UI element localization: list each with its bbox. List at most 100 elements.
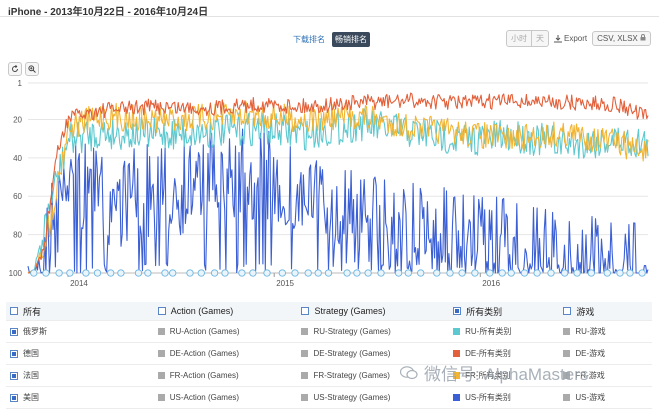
- event-marker: [93, 269, 102, 277]
- event-marker: [42, 269, 50, 277]
- event-marker: [561, 269, 569, 277]
- legend-series-item[interactable]: RU-Strategy (Games): [297, 327, 449, 336]
- format-select[interactable]: CSV, XLSX: [592, 31, 651, 46]
- x-tick-label: 2015: [276, 279, 294, 288]
- legend-series-item[interactable]: US-所有类别: [449, 392, 559, 403]
- legend-country[interactable]: 俄罗斯: [6, 326, 154, 337]
- series-line: [28, 108, 649, 274]
- event-markers: [30, 269, 646, 277]
- legend-series-label: FR-所有类别: [465, 371, 511, 380]
- legend-col-strategy[interactable]: Strategy (Games): [297, 306, 449, 316]
- y-tick-label: 100: [9, 269, 23, 278]
- legend-series-item[interactable]: DE-游戏: [559, 348, 652, 359]
- reset-icon: [12, 65, 18, 72]
- legend-swatch: [453, 328, 461, 335]
- legend-series-item[interactable]: DE-所有类别: [449, 348, 559, 359]
- series-legend: 所有 Action (Games) Strategy (Games) 所有类别 …: [6, 302, 652, 409]
- event-marker: [107, 269, 115, 277]
- legend-swatch: [563, 328, 571, 335]
- legend-swatch: [563, 350, 571, 357]
- legend-series-item[interactable]: RU-所有类别: [449, 326, 559, 337]
- event-marker: [221, 269, 229, 277]
- event-marker: [324, 269, 333, 277]
- legend-swatch: [301, 394, 309, 401]
- event-marker: [197, 269, 205, 277]
- legend-series-item[interactable]: US-Action (Games): [154, 393, 298, 402]
- legend-series-item[interactable]: RU-Action (Games): [154, 327, 298, 336]
- export-button[interactable]: Export: [554, 34, 587, 43]
- series-line: [27, 101, 649, 274]
- legend-series-item[interactable]: FR-游戏: [559, 370, 652, 381]
- legend-country-label: 德国: [23, 349, 39, 358]
- download-icon: [554, 34, 563, 42]
- legend-swatch: [563, 394, 571, 401]
- legend-swatch: [301, 328, 309, 335]
- event-marker: [507, 269, 515, 277]
- legend-series-item[interactable]: US-Strategy (Games): [297, 393, 449, 402]
- reset-zoom-button[interactable]: [8, 62, 22, 76]
- legend-col-games[interactable]: 游戏: [559, 305, 652, 318]
- legend-series-item[interactable]: RU-游戏: [559, 326, 652, 337]
- legend-col-all-categories[interactable]: 所有类别: [449, 305, 559, 318]
- event-marker: [55, 269, 63, 277]
- legend-series-item[interactable]: US-游戏: [559, 392, 652, 403]
- event-marker: [144, 269, 152, 277]
- legend-series-item[interactable]: FR-Strategy (Games): [297, 371, 449, 380]
- event-marker: [458, 269, 466, 277]
- event-marker: [417, 269, 425, 277]
- legend-country[interactable]: 美国: [6, 392, 154, 403]
- event-marker: [66, 269, 74, 277]
- legend-swatch: [157, 328, 165, 335]
- export-label: Export: [564, 34, 588, 43]
- legend-series-item[interactable]: DE-Strategy (Games): [297, 349, 449, 358]
- legend-country-label: 美国: [23, 393, 39, 402]
- granularity-hour-button[interactable]: 小时: [506, 30, 533, 47]
- event-marker: [263, 269, 271, 277]
- wechat-icon: [400, 365, 418, 379]
- legend-col-label: 所有: [23, 306, 42, 317]
- legend-series-item[interactable]: FR-Action (Games): [154, 371, 298, 380]
- x-tick-label: 2014: [70, 279, 88, 288]
- y-axis-labels: 1 20 40 60 80 100: [9, 79, 23, 278]
- tab-download-rank[interactable]: 下载排名: [293, 35, 325, 44]
- rank-chart[interactable]: 1 20 40 60 80 100 2014 2015 2016: [0, 75, 659, 300]
- legend-col-action[interactable]: Action (Games): [154, 306, 298, 316]
- tab-grossing-rank[interactable]: 畅销排名: [332, 32, 370, 47]
- event-marker: [238, 269, 246, 277]
- event-marker: [210, 269, 219, 277]
- event-marker: [446, 269, 454, 277]
- checkbox-icon: [301, 307, 310, 315]
- event-marker: [404, 269, 412, 277]
- chart-series: [27, 92, 649, 274]
- checkbox-checked-icon: [10, 393, 18, 402]
- legend-series-label: US-游戏: [575, 393, 606, 402]
- checkbox-icon: [10, 307, 18, 315]
- event-marker: [314, 269, 322, 277]
- event-marker: [278, 269, 286, 277]
- zoom-button[interactable]: [25, 62, 39, 76]
- legend-country[interactable]: 法国: [6, 370, 154, 381]
- granularity-day-button[interactable]: 天: [532, 30, 550, 47]
- legend-series-label: FR-游戏: [575, 371, 605, 380]
- legend-series-label: FR-Action (Games): [169, 371, 239, 380]
- event-marker: [186, 269, 194, 277]
- event-marker: [353, 269, 361, 277]
- event-marker: [394, 269, 403, 277]
- event-marker: [364, 269, 372, 277]
- legend-header-row: 所有 Action (Games) Strategy (Games) 所有类别 …: [6, 302, 652, 321]
- event-marker: [638, 269, 646, 277]
- lock-icon: [640, 34, 646, 41]
- legend-series-label: RU-所有类别: [465, 327, 512, 336]
- legend-series-label: US-Strategy (Games): [313, 393, 391, 402]
- zoom-icon: [28, 65, 36, 73]
- legend-series-item[interactable]: FR-所有类别: [449, 370, 559, 381]
- y-tick-label: 60: [13, 192, 22, 201]
- checkbox-icon: [563, 307, 572, 315]
- legend-country[interactable]: 德国: [6, 348, 154, 359]
- legend-series-item[interactable]: DE-Action (Games): [154, 349, 298, 358]
- legend-swatch: [453, 394, 461, 401]
- chart-tools: 小时 天 Export CSV, XLSX: [506, 30, 651, 47]
- event-marker: [498, 269, 506, 277]
- legend-col-all[interactable]: 所有: [6, 305, 154, 318]
- event-marker: [30, 269, 38, 277]
